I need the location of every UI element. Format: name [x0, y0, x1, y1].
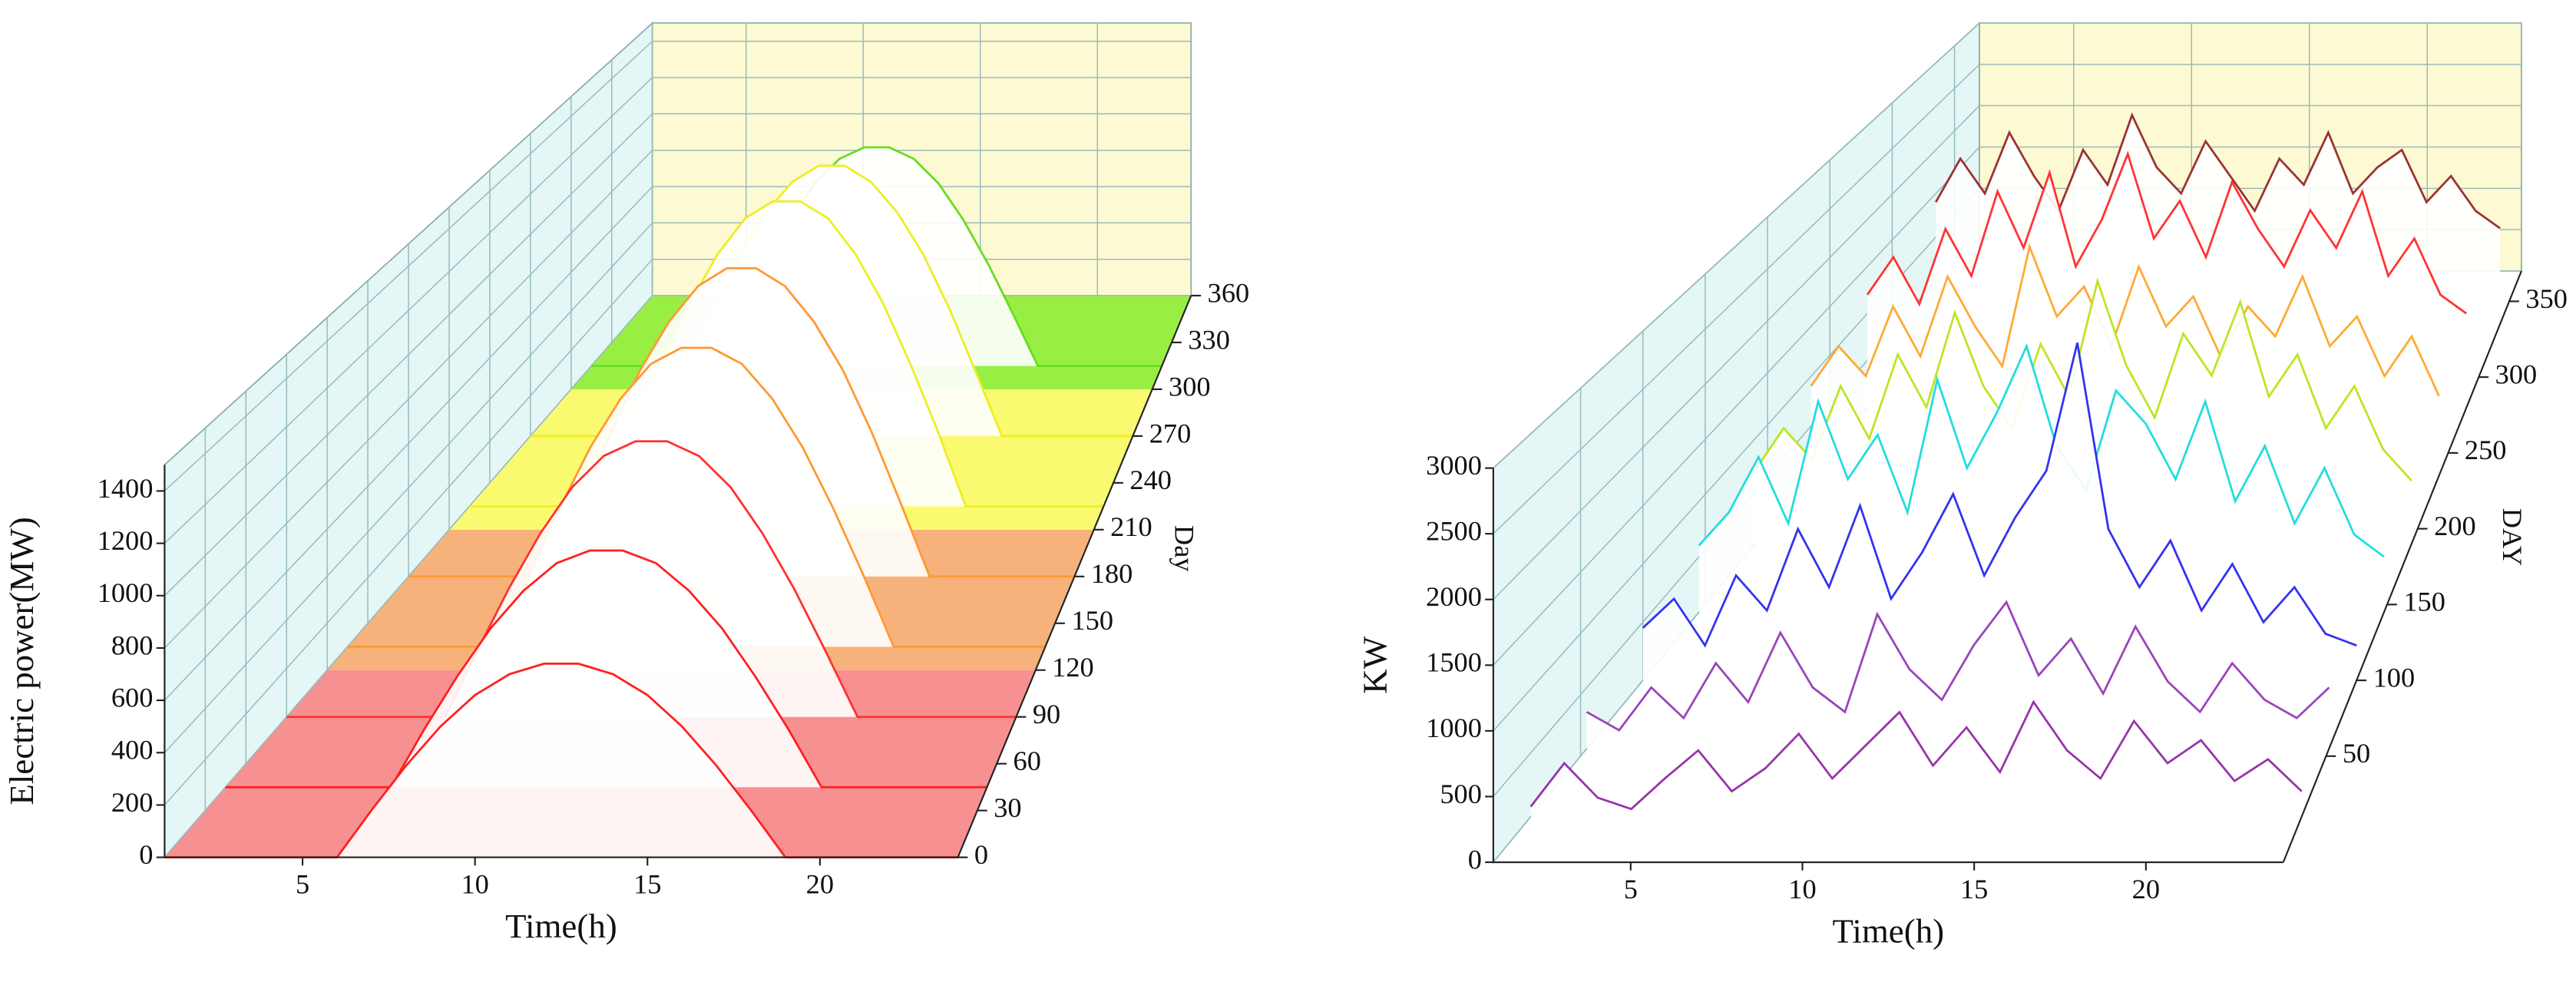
x-tick-label: 15: [633, 868, 661, 899]
z-tick-label: 300: [1169, 371, 1211, 402]
series-fill: [1530, 702, 2302, 817]
x-tick-label: 20: [806, 868, 834, 899]
y-tick-label: 400: [111, 735, 154, 765]
y-tick-label: 0: [139, 839, 153, 870]
y-tick-label: 1000: [1426, 713, 1482, 743]
z-tick-label: 30: [994, 792, 1021, 823]
grid-line: [1493, 64, 2521, 534]
series-line: [1754, 277, 2412, 482]
z-tick-label: 180: [1091, 558, 1133, 589]
z-axis: [2282, 270, 2522, 863]
series-line: [1698, 342, 2385, 558]
z-tick-label: 360: [1208, 277, 1250, 308]
z-tick-label: 150: [1071, 605, 1113, 636]
grid-line: [1493, 22, 2521, 469]
z-tick-label: 330: [1188, 324, 1230, 355]
x-axis-label: Time(h): [1833, 911, 1945, 950]
y-tick-label: 500: [1440, 779, 1482, 809]
y-tick-label: 2000: [1426, 581, 1482, 612]
z-tick-label: 150: [2403, 587, 2445, 617]
series-fill: [225, 551, 987, 788]
chart: 0200400600800100012001400030609012015018…: [2, 21, 1250, 945]
z-tick-label: 240: [1129, 465, 1172, 495]
series-line: [286, 440, 1017, 719]
x-tick-label: 15: [1960, 874, 1988, 904]
z-tick-label: 100: [2373, 662, 2416, 693]
x-tick-label: 5: [1624, 874, 1638, 904]
series-line: [1810, 243, 2440, 397]
series-line: [1866, 150, 2468, 315]
series-fill: [1642, 342, 2357, 681]
series-line: [1934, 112, 2501, 230]
y-tick-label: 1400: [98, 473, 154, 504]
z-tick-label: 90: [1033, 699, 1060, 729]
grid-line: [1493, 146, 2521, 666]
z-tick-label: 350: [2525, 283, 2568, 314]
grid-line: [1493, 104, 2521, 600]
z-tick-label: 270: [1149, 418, 1192, 448]
x-tick-label: 20: [2132, 874, 2160, 904]
z-tick-label: 200: [2434, 511, 2476, 541]
y-tick-label: 3000: [1426, 450, 1482, 481]
y-tick-label: 200: [111, 787, 154, 818]
y-axis-label: KW: [1355, 636, 1394, 693]
y-tick-label: 1200: [98, 525, 154, 556]
z-tick-label: 0: [974, 839, 988, 870]
chart: 0 500 1000 1500 2000 2500 3000 50 100 150 200 250 30…: [1355, 21, 2568, 950]
z-tick-label: 250: [2465, 435, 2507, 465]
z-tick-label: 210: [1110, 511, 1152, 542]
z-tick-label: 300: [2495, 359, 2538, 390]
y-tick-label: 600: [111, 682, 154, 713]
x-axis-label: Time(h): [505, 907, 617, 945]
z-axis: [957, 295, 1192, 858]
z-axis-label: Day: [1169, 525, 1199, 572]
z-axis-label: DAY: [2497, 508, 2528, 566]
series-line: [1586, 600, 2330, 732]
series-line: [225, 549, 987, 789]
x-tick-label: 10: [1788, 874, 1816, 904]
y-axis-label: Electric power(MW): [2, 517, 41, 805]
y-tick-label: 800: [111, 630, 154, 660]
series-line: [1529, 699, 2303, 811]
z-tick-label: 120: [1052, 652, 1094, 683]
y-tick-label: 1500: [1426, 647, 1482, 678]
y-tick-label: 0: [1468, 844, 1482, 875]
x-tick-label: 5: [296, 868, 309, 899]
series-line: [347, 346, 1046, 648]
series-line: [1642, 342, 2357, 648]
y-tick-label: 1000: [98, 577, 154, 608]
series-fill: [164, 663, 958, 858]
y-tick-label: 2500: [1426, 516, 1482, 547]
x-tick-label: 10: [461, 868, 488, 899]
z-tick-label: 50: [2343, 738, 2370, 769]
z-tick-label: 60: [1014, 746, 1041, 776]
series-fill: [1586, 602, 2330, 749]
